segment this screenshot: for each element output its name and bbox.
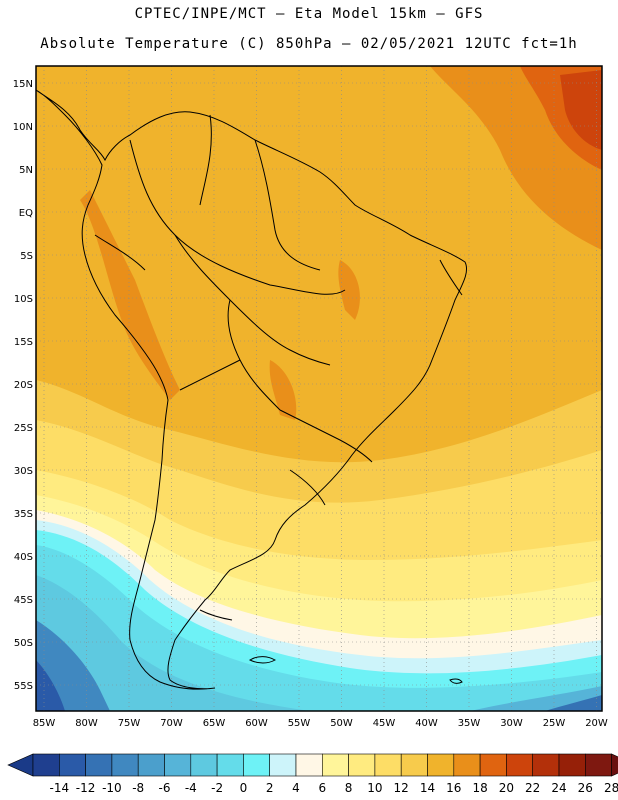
colorbar-swatch — [32, 753, 60, 777]
lat-label: 15N — [13, 79, 33, 90]
colorbar-min-arrow — [7, 753, 34, 777]
colorbar-swatch — [374, 753, 402, 777]
lon-label: 20W — [585, 718, 608, 729]
colorbar-label: -14 — [49, 781, 69, 795]
map-title-line2: Absolute Temperature (C) 850hPa – 02/05/… — [40, 36, 578, 52]
lat-label: 25S — [14, 423, 33, 434]
colorbar-swatch — [400, 753, 428, 777]
colorbar-swatch — [506, 753, 533, 777]
colorbar-label: -8 — [132, 781, 144, 795]
coastlines — [36, 89, 468, 690]
colorbar-label: 20 — [499, 781, 514, 795]
colorbar-swatch — [427, 753, 455, 777]
lon-label: 65W — [203, 718, 226, 729]
lat-label: 30S — [14, 466, 33, 477]
colorbar-max-arrow — [611, 753, 618, 777]
longitude-labels: 85W 80W 75W 70W 65W 60W 55W 50W 45W 40W … — [33, 718, 608, 729]
lat-label: 5S — [20, 251, 33, 262]
lat-label: 15S — [14, 337, 33, 348]
colorbar-label: -12 — [76, 781, 96, 795]
lon-label: 40W — [415, 718, 438, 729]
lon-label: 85W — [33, 718, 56, 729]
colorbar-label: 8 — [345, 781, 353, 795]
lat-label: EQ — [19, 208, 33, 219]
colorbar-swatch — [532, 753, 560, 777]
lon-label: 80W — [75, 718, 98, 729]
lon-label: 60W — [245, 718, 268, 729]
lat-label: 35S — [14, 509, 33, 520]
lon-label: 45W — [373, 718, 396, 729]
colorbar-swatch — [453, 753, 481, 777]
colorbar-label: 22 — [525, 781, 540, 795]
colorbar-swatch — [137, 753, 165, 777]
colorbar-label: 4 — [292, 781, 300, 795]
lon-label: 35W — [458, 718, 481, 729]
colorbar-label: 18 — [472, 781, 487, 795]
lon-label: 70W — [160, 718, 183, 729]
colorbar-swatch — [216, 753, 244, 777]
colorbar-label: -2 — [211, 781, 223, 795]
lon-label: 30W — [500, 718, 523, 729]
colorbar-label: -10 — [102, 781, 122, 795]
lat-label: 45S — [14, 595, 33, 606]
colorbar-label: 26 — [578, 781, 593, 795]
lat-label: 10S — [14, 294, 33, 305]
colorbar-label: 0 — [240, 781, 248, 795]
colorbar-label: 28 — [604, 781, 618, 795]
colorbar-swatch — [111, 753, 139, 777]
lat-label: 50S — [14, 638, 33, 649]
colorbar-swatch — [164, 753, 192, 777]
colorbar-swatch — [295, 753, 323, 777]
lon-label: 50W — [330, 718, 353, 729]
colorbar: -14 -12 -10 -8 -6 -4 -2 0 2 4 6 8 10 12 14 16 18 20 22 24 26… — [7, 753, 618, 795]
colorbar-swatch — [558, 753, 586, 777]
colorbar-swatch — [348, 753, 376, 777]
colorbar-label: 14 — [420, 781, 435, 795]
map-frame — [35, 65, 603, 712]
colorbar-swatch — [243, 753, 270, 777]
lon-label: 25W — [543, 718, 566, 729]
lat-label: 55S — [14, 681, 33, 692]
lat-label: 5N — [19, 165, 33, 176]
colorbar-label: 2 — [266, 781, 274, 795]
lat-label: 40S — [14, 552, 33, 563]
lon-label: 75W — [118, 718, 141, 729]
colorbar-label: 10 — [367, 781, 382, 795]
colorbar-swatch — [479, 753, 507, 777]
lon-label: 55W — [288, 718, 311, 729]
map-title-line1: CPTEC/INPE/MCT – Eta Model 15km – GFS — [134, 6, 484, 22]
colorbar-swatch — [58, 753, 86, 777]
latitude-labels: 15N 10N 5N EQ 5S 10S 15S 20S 25S 30S 35S… — [13, 79, 33, 692]
lat-label: 20S — [14, 380, 33, 391]
colorbar-swatch — [584, 753, 612, 777]
colorbar-swatch — [321, 753, 349, 777]
colorbar-label: -4 — [185, 781, 197, 795]
temperature-field — [36, 66, 602, 711]
lat-label: 10N — [13, 122, 33, 133]
colorbar-label: -6 — [159, 781, 171, 795]
colorbar-label: 16 — [446, 781, 461, 795]
colorbar-swatch — [269, 753, 297, 777]
colorbar-swatch — [190, 753, 218, 777]
colorbar-label: 6 — [318, 781, 326, 795]
colorbar-label: 24 — [551, 781, 566, 795]
colorbar-swatch — [85, 753, 113, 777]
colorbar-label: 12 — [394, 781, 409, 795]
